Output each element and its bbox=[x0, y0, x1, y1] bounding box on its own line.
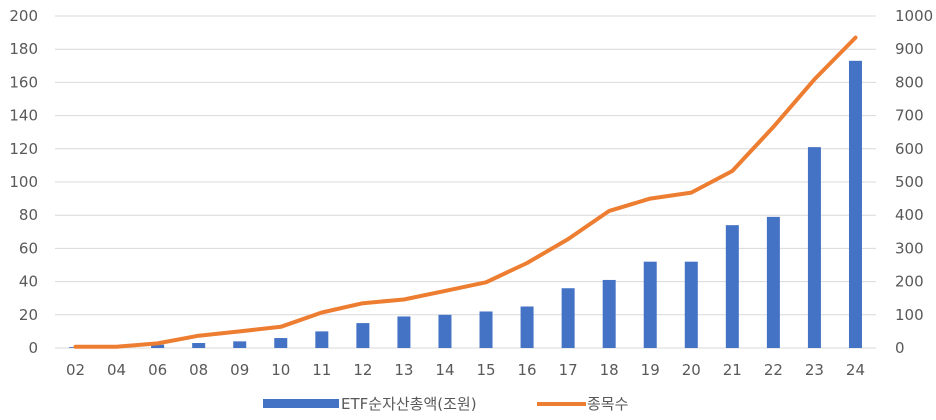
y-tick-label-left: 20 bbox=[19, 306, 38, 324]
bar bbox=[602, 279, 616, 348]
y-tick-label-left: 200 bbox=[9, 7, 38, 25]
y-tick-label-right: 600 bbox=[895, 140, 924, 158]
bar bbox=[848, 60, 862, 348]
x-tick-label: 16 bbox=[518, 361, 537, 379]
y-tick-label-left: 0 bbox=[28, 339, 38, 357]
x-tick-label: 12 bbox=[353, 361, 372, 379]
line-series-item-count bbox=[73, 35, 858, 349]
bar bbox=[807, 147, 821, 348]
x-tick-label: 17 bbox=[559, 361, 578, 379]
bar bbox=[684, 261, 698, 348]
x-tick-label: 15 bbox=[476, 361, 495, 379]
x-tick-label: 14 bbox=[435, 361, 454, 379]
x-tick-label: 09 bbox=[230, 361, 249, 379]
bar bbox=[315, 331, 329, 348]
y-tick-label-left: 140 bbox=[9, 107, 38, 125]
y-tick-label-right: 700 bbox=[895, 107, 924, 125]
y-tick-label-right: 1000 bbox=[895, 7, 933, 25]
x-tick-label: 10 bbox=[271, 361, 290, 379]
bar bbox=[192, 343, 206, 348]
y-tick-label-left: 80 bbox=[19, 206, 38, 224]
x-tick-label: 11 bbox=[312, 361, 331, 379]
bar bbox=[233, 341, 247, 348]
y-tick-label-left: 180 bbox=[9, 40, 38, 58]
y-tick-label-left: 60 bbox=[19, 239, 38, 257]
x-tick-label: 21 bbox=[723, 361, 742, 379]
x-tick-label: 08 bbox=[189, 361, 208, 379]
y-axis-left-labels: 0 20 40 60 80 100 120 140 160 180 200 bbox=[9, 7, 38, 357]
bar bbox=[766, 216, 780, 348]
legend: ETF순자산총액(조원) 종목수 bbox=[263, 395, 628, 413]
x-tick-label: 06 bbox=[148, 361, 167, 379]
y-tick-label-right: 400 bbox=[895, 206, 924, 224]
bar bbox=[643, 261, 657, 348]
y-tick-label-left: 120 bbox=[9, 140, 38, 158]
bar bbox=[356, 323, 370, 348]
x-tick-label: 02 bbox=[66, 361, 85, 379]
x-tick-label: 04 bbox=[107, 361, 126, 379]
y-tick-label-right: 200 bbox=[895, 273, 924, 291]
y-tick-label-left: 160 bbox=[9, 73, 38, 91]
x-tick-label: 24 bbox=[846, 361, 865, 379]
legend-bar-label: ETF순자산총액(조원) bbox=[341, 395, 477, 413]
y-tick-label-right: 300 bbox=[895, 239, 924, 257]
bar bbox=[479, 311, 493, 348]
legend-line-label: 종목수 bbox=[587, 395, 628, 413]
x-tick-label: 22 bbox=[764, 361, 783, 379]
x-tick-label: 20 bbox=[682, 361, 701, 379]
x-tick-label: 23 bbox=[805, 361, 824, 379]
bar-series bbox=[69, 60, 862, 348]
x-axis-labels: 02 04 06 08 09 10 11 12 13 14 15 16 17 18 19 20 21 22 23 24 bbox=[66, 361, 865, 379]
x-tick-label: 19 bbox=[641, 361, 660, 379]
y-tick-label-left: 40 bbox=[19, 273, 38, 291]
y-tick-label-right: 800 bbox=[895, 73, 924, 91]
x-tick-label: 13 bbox=[394, 361, 413, 379]
bar bbox=[151, 344, 165, 348]
bar bbox=[561, 288, 575, 348]
y-tick-label-left: 100 bbox=[9, 173, 38, 191]
legend-bar-swatch bbox=[263, 399, 339, 408]
y-axis-right-labels: 0 100 200 300 400 500 600 700 800 900 1000 bbox=[895, 7, 933, 357]
y-tick-label-right: 500 bbox=[895, 173, 924, 191]
y-tick-label-right: 100 bbox=[895, 306, 924, 324]
y-tick-label-right: 900 bbox=[895, 40, 924, 58]
bar bbox=[520, 306, 534, 348]
y-tick-label-right: 0 bbox=[895, 339, 905, 357]
bar bbox=[397, 316, 411, 348]
gridlines bbox=[55, 15, 876, 349]
bar bbox=[274, 338, 288, 348]
bar bbox=[438, 314, 452, 348]
bar bbox=[725, 225, 739, 348]
x-tick-label: 18 bbox=[600, 361, 619, 379]
